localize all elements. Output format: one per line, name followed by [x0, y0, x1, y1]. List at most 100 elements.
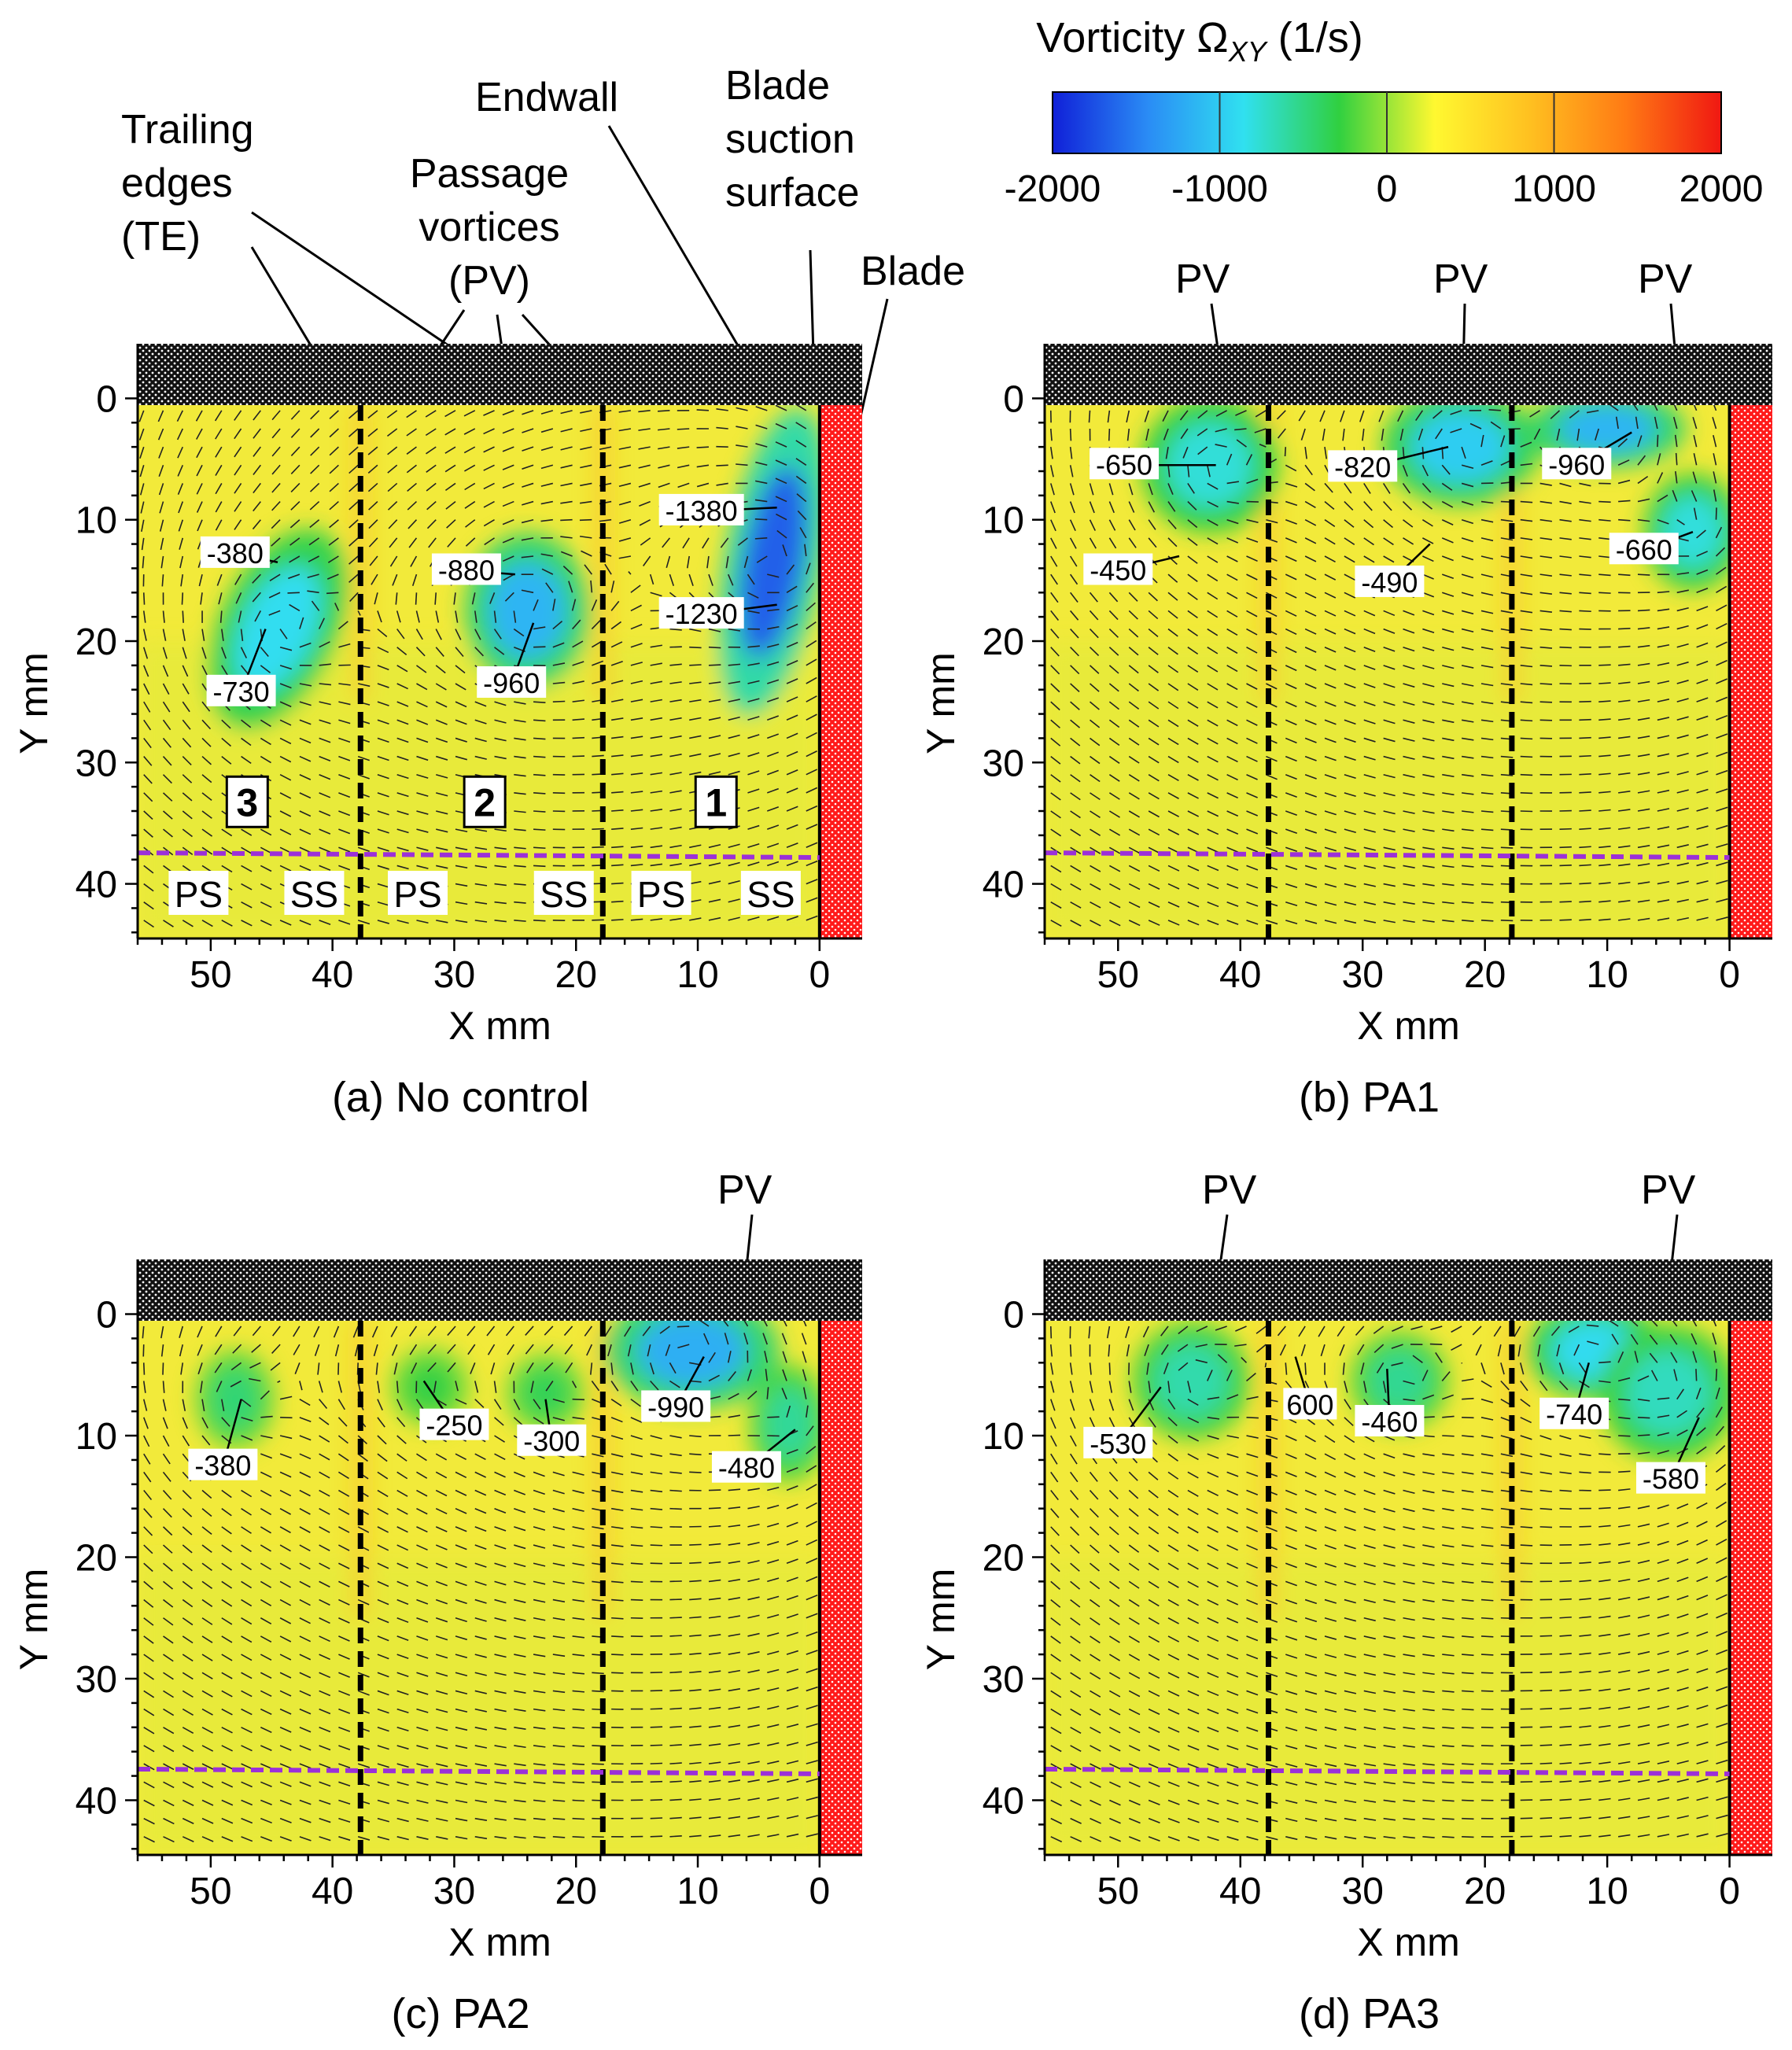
vector-arrow: [254, 610, 262, 622]
vector-arrow: [1556, 428, 1561, 441]
vector-arrow: [455, 846, 468, 851]
vector-arrow: [1285, 1435, 1297, 1441]
vector-arrow: [514, 1781, 526, 1785]
vector-arrow: [377, 1471, 389, 1480]
vector-arrow: [1637, 1434, 1650, 1436]
vector-arrow: [1128, 1399, 1134, 1411]
vector-arrow: [377, 737, 389, 743]
vector-arrow: [1676, 537, 1689, 542]
vector-arrow: [1696, 642, 1709, 648]
vector-arrow: [348, 500, 359, 511]
vector-arrow: [377, 1836, 390, 1841]
vector-arrow: [1559, 1816, 1572, 1820]
vector-arrow: [610, 621, 622, 630]
x-tick-label: 20: [1464, 954, 1506, 996]
vector-arrow: [143, 1727, 155, 1735]
vector-arrow: [1475, 1344, 1482, 1356]
vector-arrow: [1598, 1797, 1611, 1801]
vector-arrow: [1579, 592, 1591, 595]
vector-arrow: [1226, 1672, 1239, 1678]
vector-arrow: [162, 665, 169, 677]
vector-arrow: [142, 629, 147, 641]
vector-arrow: [689, 753, 702, 758]
vector-arrow: [474, 901, 488, 905]
vector-arrow: [299, 755, 312, 762]
vector-arrow: [1148, 1763, 1160, 1769]
vector-arrow: [1069, 1417, 1076, 1429]
vector-arrow: [416, 1544, 428, 1551]
vector-arrow: [521, 589, 534, 594]
vector-arrow: [560, 482, 573, 487]
vector-arrow: [486, 1325, 496, 1337]
vector-arrow: [599, 446, 612, 451]
vector-arrow: [786, 1558, 798, 1564]
vector-arrow: [1432, 410, 1443, 419]
vector-arrow: [639, 519, 651, 526]
vector-arrow: [1422, 1654, 1435, 1657]
vector-arrow: [299, 1417, 312, 1423]
vector-arrow: [163, 1763, 175, 1771]
vector-arrow: [182, 1708, 194, 1716]
vector-arrow: [755, 480, 768, 485]
vector-arrow: [319, 1727, 331, 1733]
vector-arrow: [1344, 573, 1355, 581]
vector-arrow: [540, 410, 554, 415]
vector-arrow: [483, 500, 495, 508]
vector-arrow: [197, 1325, 203, 1338]
vector-arrow: [658, 446, 670, 450]
vector-arrow: [1128, 1580, 1140, 1589]
vector-arrow: [1480, 920, 1494, 922]
vector-arrow: [1693, 405, 1698, 411]
vector-arrow: [1285, 719, 1297, 726]
vector-arrow: [1462, 1672, 1474, 1675]
vector-arrow: [1050, 1799, 1062, 1807]
vector-arrow: [686, 555, 690, 569]
vector-arrow: [1382, 482, 1391, 494]
vector-arrow: [786, 824, 798, 830]
midspan-line: [1044, 1766, 1730, 1776]
vector-arrow: [1304, 719, 1317, 725]
vector-arrow: [160, 1325, 164, 1339]
vector-arrow: [1226, 1781, 1239, 1786]
vector-arrow: [1285, 773, 1297, 780]
vector-arrow: [474, 1763, 488, 1767]
vector-arrow: [1167, 1672, 1180, 1679]
vector-arrow: [1383, 1799, 1396, 1803]
vector-arrow: [493, 610, 497, 623]
vector-arrow: [387, 464, 398, 474]
vector-arrow: [1617, 1633, 1631, 1637]
vector-arrow: [396, 773, 409, 780]
vector-arrow: [494, 1453, 506, 1460]
vector-arrow: [1442, 701, 1455, 706]
vector-arrow: [1598, 555, 1611, 559]
vector-arrow: [552, 1745, 566, 1748]
vector-arrow: [1461, 500, 1474, 506]
surface-label: PS: [168, 871, 229, 915]
vector-arrow: [513, 1471, 525, 1478]
vector-arrow: [688, 573, 694, 587]
vector-arrow: [1207, 810, 1219, 817]
vector-arrow: [1579, 500, 1591, 504]
vector-arrow: [416, 1617, 429, 1623]
vector-arrow: [238, 610, 242, 623]
vector-arrow: [444, 446, 456, 454]
vector-arrow: [1442, 1781, 1455, 1784]
vector-arrow: [455, 629, 462, 640]
vector-arrow: [1304, 1708, 1318, 1713]
vector-arrow: [396, 865, 409, 870]
vector-arrow: [1207, 1781, 1219, 1787]
vector-arrow: [1539, 1671, 1553, 1674]
vector-arrow: [533, 773, 546, 776]
vector-arrow: [357, 1672, 370, 1678]
vector-arrow: [502, 482, 514, 489]
vector-arrow: [1108, 537, 1117, 549]
vector-arrow: [728, 680, 741, 684]
vector-arrow: [319, 828, 331, 835]
vector-arrow: [611, 1544, 624, 1547]
vector-arrow: [1618, 500, 1631, 503]
vector-arrow: [1716, 696, 1728, 702]
vector-arrow: [464, 482, 476, 491]
vector-arrow: [502, 446, 514, 452]
vector-arrow: [1598, 664, 1611, 666]
vector-arrow: [591, 599, 598, 611]
